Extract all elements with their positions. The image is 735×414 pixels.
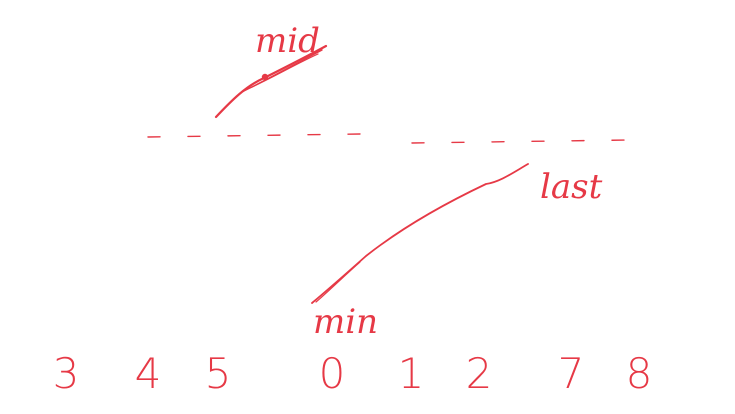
array-number: 5	[205, 349, 232, 398]
mid-stroke-shadow	[241, 49, 323, 93]
last-label: last	[540, 167, 603, 207]
array-number: 3	[53, 349, 80, 398]
min-annotation: min	[313, 302, 378, 342]
dashed-divider-left	[147, 133, 361, 138]
last-to-min-stroke-double	[315, 261, 361, 303]
array-number: 7	[558, 349, 585, 398]
last-annotation: last	[311, 163, 603, 304]
array-number: 8	[626, 349, 653, 398]
array-number: 4	[135, 349, 162, 398]
array-number: 1	[398, 349, 425, 398]
min-label: min	[313, 302, 378, 342]
mid-annotation: mid	[214, 21, 328, 119]
array-number: 0	[319, 349, 346, 398]
mid-stroke-hatch	[249, 53, 319, 89]
dashed-divider-right	[411, 139, 631, 144]
mid-point	[261, 73, 269, 81]
dashed-divider	[147, 133, 631, 144]
array-number: 2	[466, 349, 493, 398]
last-to-min-stroke	[311, 163, 529, 304]
